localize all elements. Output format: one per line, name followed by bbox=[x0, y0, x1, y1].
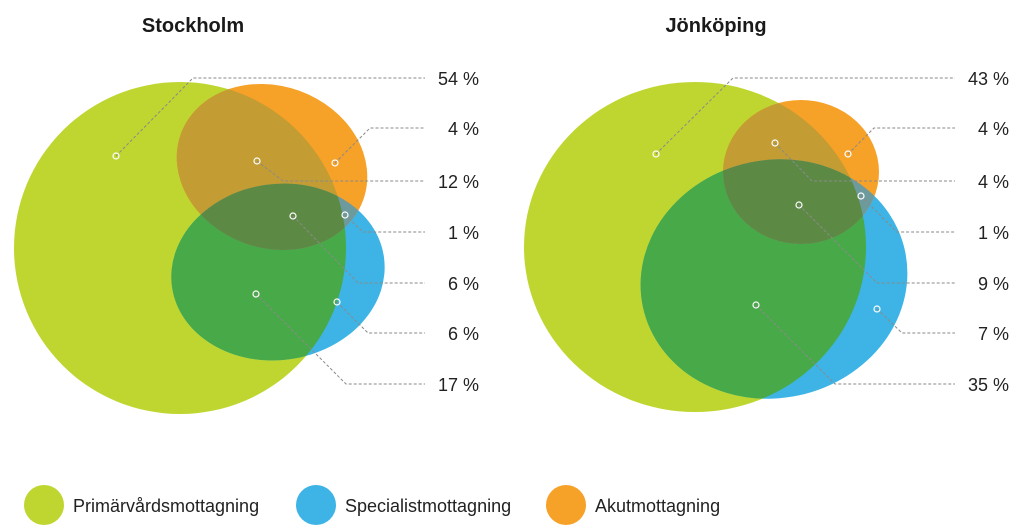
legend-swatch-primary bbox=[24, 485, 64, 525]
leader-1 bbox=[860, 195, 955, 233]
stockholm-label-6b: 6 % bbox=[448, 324, 479, 344]
leader-9 bbox=[798, 204, 955, 284]
legend-swatch-specialist bbox=[296, 485, 336, 525]
stockholm-label-12: 12 % bbox=[438, 172, 479, 192]
region-dot bbox=[289, 212, 297, 220]
leader-43 bbox=[655, 77, 955, 155]
leader-1 bbox=[344, 214, 425, 233]
legend-label-specialist: Specialistmottagning bbox=[345, 496, 511, 516]
legend-label-primary: Primärvårdsmottagning bbox=[73, 496, 259, 516]
leader-54 bbox=[115, 77, 425, 157]
region-dot bbox=[331, 159, 339, 167]
overlap-all-three bbox=[176, 169, 346, 251]
region-dot bbox=[873, 305, 881, 313]
leader-12 bbox=[256, 160, 425, 182]
venn-stockholm: Stockholm 54 % 4 % bbox=[14, 15, 479, 414]
stockholm-label-4: 4 % bbox=[448, 119, 479, 139]
jonkoping-title: Jönköping bbox=[665, 15, 766, 37]
region-dot bbox=[652, 150, 660, 158]
venn-jonkoping: Jönköping 43 % 4 % 4 % bbox=[524, 15, 1009, 412]
stockholm-label-1: 1 % bbox=[448, 223, 479, 243]
stockholm-label-17: 17 % bbox=[438, 375, 479, 395]
legend-label-acute: Akutmottagning bbox=[595, 496, 720, 516]
region-dot bbox=[752, 301, 760, 309]
region-dot bbox=[253, 157, 261, 165]
leader-35 bbox=[755, 304, 955, 385]
jonkoping-label-4a: 4 % bbox=[978, 119, 1009, 139]
jonkoping-label-1: 1 % bbox=[978, 223, 1009, 243]
leader-6b bbox=[336, 301, 425, 334]
jonkoping-label-4b: 4 % bbox=[978, 172, 1009, 192]
region-dot bbox=[333, 298, 341, 306]
region-dot bbox=[844, 150, 852, 158]
legend-swatch-acute bbox=[546, 485, 586, 525]
region-dot bbox=[252, 290, 260, 298]
region-dot bbox=[795, 201, 803, 209]
jonkoping-label-43: 43 % bbox=[968, 69, 1009, 89]
jonkoping-label-35: 35 % bbox=[968, 375, 1009, 395]
stockholm-title: Stockholm bbox=[142, 15, 244, 37]
region-dot bbox=[112, 152, 120, 160]
leader-4b bbox=[774, 142, 955, 182]
stockholm-label-6a: 6 % bbox=[448, 274, 479, 294]
leader-4a bbox=[334, 127, 425, 164]
jonkoping-label-7: 7 % bbox=[978, 324, 1009, 344]
leader-4a bbox=[847, 127, 955, 155]
leader-7 bbox=[876, 308, 955, 334]
leader-17 bbox=[255, 293, 425, 385]
stockholm-label-54: 54 % bbox=[438, 69, 479, 89]
jonkoping-label-9: 9 % bbox=[978, 274, 1009, 294]
region-dot bbox=[857, 192, 865, 200]
legend: Primärvårdsmottagning Specialistmottagni… bbox=[24, 485, 720, 525]
region-dot bbox=[771, 139, 779, 147]
leader-6a bbox=[292, 215, 425, 284]
region-dot bbox=[341, 211, 349, 219]
